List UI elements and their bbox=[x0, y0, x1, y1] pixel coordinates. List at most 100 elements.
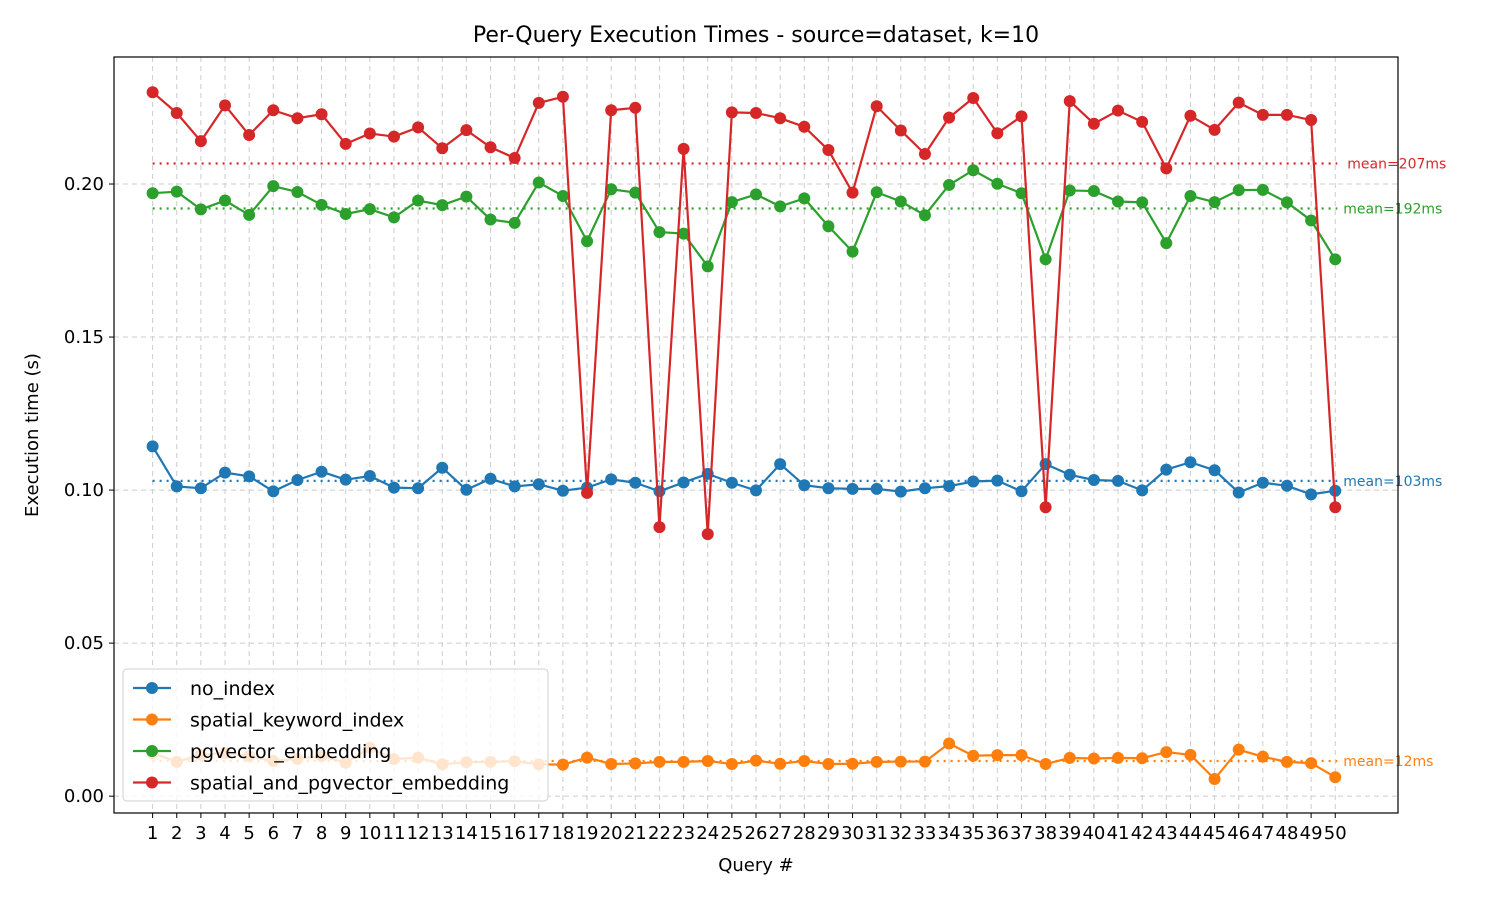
data-point-no_index bbox=[267, 485, 280, 498]
data-point-spatial_and_pgvector_embedding bbox=[846, 186, 859, 199]
x-tick-label: 41 bbox=[1107, 823, 1130, 844]
data-point-no_index bbox=[677, 476, 690, 489]
data-point-pgvector_embedding bbox=[436, 199, 449, 212]
data-point-spatial_keyword_index bbox=[1087, 752, 1100, 765]
data-point-pgvector_embedding bbox=[1063, 184, 1076, 197]
x-tick-label: 12 bbox=[407, 823, 430, 844]
data-point-no_index bbox=[146, 440, 159, 453]
data-point-no_index bbox=[1136, 484, 1149, 497]
x-tick-label: 25 bbox=[720, 823, 743, 844]
data-point-spatial_and_pgvector_embedding bbox=[725, 106, 738, 119]
data-point-pgvector_embedding bbox=[1015, 187, 1028, 200]
data-point-no_index bbox=[1160, 463, 1173, 476]
data-point-pgvector_embedding bbox=[967, 164, 980, 177]
data-point-pgvector_embedding bbox=[1208, 196, 1221, 209]
data-point-spatial_keyword_index bbox=[629, 757, 642, 770]
data-point-no_index bbox=[605, 473, 618, 486]
data-point-pgvector_embedding bbox=[1039, 253, 1052, 266]
x-tick-label: 5 bbox=[243, 823, 254, 844]
x-tick-label: 42 bbox=[1131, 823, 1154, 844]
data-point-spatial_keyword_index bbox=[653, 755, 666, 768]
x-tick-label: 37 bbox=[1010, 823, 1033, 844]
data-point-spatial_keyword_index bbox=[1232, 743, 1245, 756]
data-point-pgvector_embedding bbox=[339, 208, 352, 221]
data-point-no_index bbox=[1184, 456, 1197, 469]
data-point-spatial_and_pgvector_embedding bbox=[387, 130, 400, 143]
x-tick-label: 26 bbox=[745, 823, 768, 844]
x-tick-label: 17 bbox=[527, 823, 550, 844]
data-point-pgvector_embedding bbox=[484, 213, 497, 226]
data-point-no_index bbox=[219, 466, 232, 479]
data-point-pgvector_embedding bbox=[798, 192, 811, 205]
data-point-spatial_and_pgvector_embedding bbox=[1305, 114, 1318, 127]
data-point-no_index bbox=[822, 482, 835, 495]
data-point-no_index bbox=[1015, 485, 1028, 498]
data-point-pgvector_embedding bbox=[1087, 185, 1100, 198]
data-point-pgvector_embedding bbox=[894, 195, 907, 208]
data-point-spatial_and_pgvector_embedding bbox=[1329, 501, 1342, 514]
data-point-spatial_and_pgvector_embedding bbox=[194, 135, 207, 148]
data-point-pgvector_embedding bbox=[1280, 196, 1293, 209]
x-tick-label: 34 bbox=[938, 823, 961, 844]
data-point-spatial_and_pgvector_embedding bbox=[774, 112, 787, 125]
x-tick-label: 35 bbox=[962, 823, 985, 844]
data-point-no_index bbox=[508, 480, 521, 493]
data-point-spatial_and_pgvector_embedding bbox=[508, 152, 521, 165]
mean-label-spatial_keyword_index: mean=12ms bbox=[1343, 754, 1433, 770]
data-point-pgvector_embedding bbox=[291, 185, 304, 198]
data-point-spatial_and_pgvector_embedding bbox=[1015, 110, 1028, 123]
data-point-pgvector_embedding bbox=[1232, 184, 1245, 197]
y-axis-title: Execution time (s) bbox=[22, 353, 43, 517]
data-point-no_index bbox=[339, 473, 352, 486]
data-point-no_index bbox=[315, 465, 328, 478]
data-point-pgvector_embedding bbox=[194, 203, 207, 216]
data-point-spatial_keyword_index bbox=[1063, 751, 1076, 764]
data-point-spatial_keyword_index bbox=[556, 758, 569, 771]
data-point-pgvector_embedding bbox=[1329, 253, 1342, 266]
data-point-no_index bbox=[532, 478, 545, 491]
data-point-spatial_keyword_index bbox=[1184, 748, 1197, 761]
x-tick-label: 38 bbox=[1034, 823, 1057, 844]
data-point-no_index bbox=[629, 476, 642, 489]
data-point-spatial_and_pgvector_embedding bbox=[146, 86, 159, 99]
data-point-spatial_and_pgvector_embedding bbox=[943, 111, 956, 124]
data-point-spatial_and_pgvector_embedding bbox=[1136, 115, 1149, 128]
data-point-pgvector_embedding bbox=[532, 176, 545, 189]
legend-label-no_index: no_index bbox=[190, 678, 275, 700]
data-point-pgvector_embedding bbox=[170, 185, 183, 198]
data-point-spatial_and_pgvector_embedding bbox=[1232, 96, 1245, 109]
x-tick-label: 23 bbox=[672, 823, 695, 844]
data-point-spatial_keyword_index bbox=[943, 737, 956, 750]
mean-label-spatial_and_pgvector_embedding: mean=207ms bbox=[1347, 157, 1446, 173]
data-point-no_index bbox=[967, 475, 980, 488]
series-spatial_and_pgvector_embedding bbox=[146, 86, 1342, 541]
data-point-spatial_and_pgvector_embedding bbox=[1208, 123, 1221, 136]
x-tick-label: 39 bbox=[1058, 823, 1081, 844]
data-point-no_index bbox=[774, 458, 787, 471]
data-point-pgvector_embedding bbox=[725, 196, 738, 209]
data-point-spatial_and_pgvector_embedding bbox=[1087, 117, 1100, 130]
data-point-pgvector_embedding bbox=[701, 260, 714, 273]
data-point-no_index bbox=[750, 484, 762, 497]
legend-box bbox=[122, 668, 549, 802]
x-tick-label: 27 bbox=[769, 823, 792, 844]
data-point-spatial_and_pgvector_embedding bbox=[1280, 108, 1293, 121]
x-tick-label: 6 bbox=[268, 823, 279, 844]
data-point-no_index bbox=[870, 482, 883, 495]
data-point-pgvector_embedding bbox=[629, 186, 642, 199]
x-tick-label: 3 bbox=[195, 823, 206, 844]
data-point-no_index bbox=[170, 480, 183, 493]
data-point-spatial_and_pgvector_embedding bbox=[436, 142, 449, 155]
data-point-spatial_and_pgvector_embedding bbox=[967, 92, 980, 105]
data-point-spatial_keyword_index bbox=[1208, 773, 1221, 786]
data-point-pgvector_embedding bbox=[1112, 195, 1125, 208]
x-tick-label: 40 bbox=[1082, 823, 1105, 844]
data-point-pgvector_embedding bbox=[870, 186, 883, 199]
data-point-spatial_keyword_index bbox=[967, 749, 980, 762]
data-point-spatial_and_pgvector_embedding bbox=[315, 108, 328, 121]
data-point-spatial_keyword_index bbox=[822, 758, 835, 771]
data-point-spatial_keyword_index bbox=[870, 755, 883, 768]
y-tick-label: 0.05 bbox=[64, 633, 104, 654]
data-point-spatial_and_pgvector_embedding bbox=[1112, 104, 1125, 117]
data-point-no_index bbox=[556, 484, 569, 497]
